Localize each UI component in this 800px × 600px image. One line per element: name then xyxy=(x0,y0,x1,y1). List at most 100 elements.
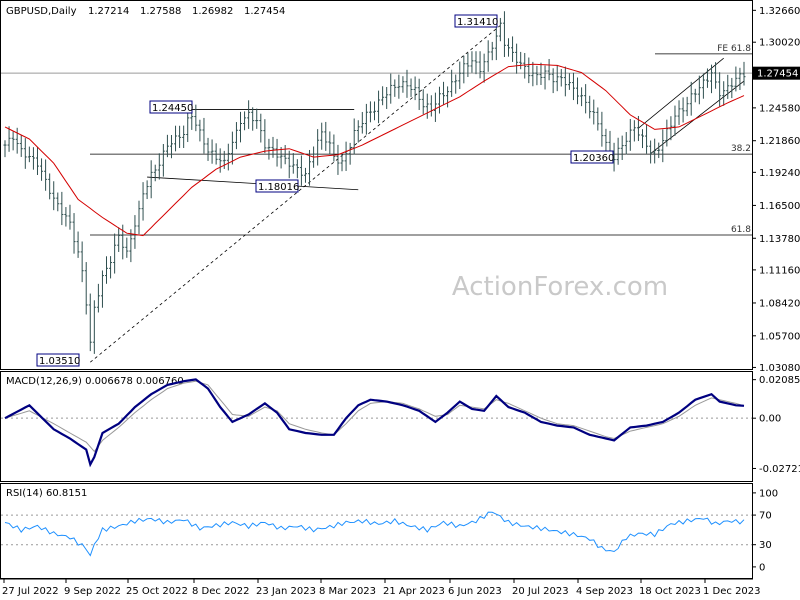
price-bar xyxy=(478,51,482,79)
price-bar xyxy=(44,159,48,191)
price-bar xyxy=(169,135,173,159)
price-bar xyxy=(287,150,291,179)
price-bar xyxy=(348,142,352,165)
macd-panel xyxy=(0,371,753,482)
price-bar xyxy=(604,128,608,153)
price-bar xyxy=(206,137,210,161)
price-bar xyxy=(616,137,620,165)
x-tick-label: 1 Dec 2023 xyxy=(703,586,761,597)
price-bar xyxy=(92,300,96,354)
price-bar xyxy=(543,65,547,90)
price-y-axis: 1.32660 1.30020 1.24580 1.21860 1.19240 1.165… xyxy=(1,6,800,374)
price-ohlc-close: 1.27454 xyxy=(244,6,285,17)
price-bar xyxy=(68,204,72,230)
price-bar xyxy=(718,72,722,107)
price-ohlc-high: 1.27588 xyxy=(140,6,181,17)
price-bar xyxy=(295,159,299,179)
price-y-tick-label: 1.11160 xyxy=(759,265,800,276)
price-bar xyxy=(15,127,19,154)
price-bar xyxy=(437,86,441,114)
price-y-tick-label: 1.32660 xyxy=(759,6,800,17)
price-bar xyxy=(182,125,186,148)
trend-line xyxy=(638,57,724,129)
price-bar xyxy=(381,86,385,106)
macd-y-tick-label: 0.020858 xyxy=(759,375,800,386)
price-bar xyxy=(60,191,64,226)
price-bar xyxy=(640,129,644,149)
price-bars xyxy=(3,11,746,354)
price-bar xyxy=(27,146,31,163)
price-bar xyxy=(239,111,243,143)
current-price-label: 1.27454 xyxy=(753,66,800,80)
price-bar xyxy=(624,132,628,155)
price-bar xyxy=(523,53,527,79)
price-bar xyxy=(401,76,405,93)
price-bar xyxy=(161,143,165,177)
svg-text:1.18016: 1.18016 xyxy=(258,182,299,193)
price-bar xyxy=(653,138,657,164)
trend-line xyxy=(147,176,359,191)
price-bar xyxy=(494,23,498,61)
price-bar xyxy=(360,111,364,134)
svg-text:1.24450: 1.24450 xyxy=(152,103,193,114)
price-y-tick-label: 1.03080 xyxy=(759,363,800,374)
price-bar xyxy=(584,84,588,114)
price-bar xyxy=(80,241,84,283)
price-y-tick-label: 1.08420 xyxy=(759,298,800,309)
price-annotation: 1.31410 xyxy=(454,14,498,28)
rsi-title: RSI(14) 60.8151 xyxy=(6,488,87,499)
price-bar xyxy=(56,192,60,212)
price-bar xyxy=(149,160,153,199)
price-bar xyxy=(40,158,44,181)
price-bar xyxy=(255,108,259,129)
price-bar xyxy=(320,122,324,150)
price-bar xyxy=(397,74,401,99)
price-bar xyxy=(632,120,636,142)
price-bar xyxy=(52,181,56,211)
price-bar xyxy=(283,145,287,165)
macd-y-axis: 0.020858 0.00 -0.027213 xyxy=(1,375,800,475)
svg-text:1.31410: 1.31410 xyxy=(457,17,498,28)
price-bar xyxy=(100,270,104,308)
price-bar xyxy=(661,129,665,163)
svg-text:1.03510: 1.03510 xyxy=(39,356,80,367)
price-bar xyxy=(413,76,417,101)
price-bar xyxy=(677,100,681,125)
price-bar xyxy=(417,78,421,110)
price-bar xyxy=(125,237,129,258)
price-bar xyxy=(96,283,100,313)
price-bar xyxy=(742,61,746,86)
price-bar xyxy=(454,74,458,94)
price-bar xyxy=(567,73,571,90)
price-bar xyxy=(620,135,624,160)
price-bar xyxy=(48,173,52,200)
level-label: 61.8 xyxy=(731,225,751,235)
price-bar xyxy=(734,66,738,92)
price-bar xyxy=(563,66,567,97)
price-bar xyxy=(551,68,555,94)
price-bar xyxy=(23,138,27,169)
rsi-y-tick-label: 0 xyxy=(759,562,765,573)
price-y-tick-label: 1.24580 xyxy=(759,103,800,114)
price-bar xyxy=(535,65,539,86)
price-bar xyxy=(685,96,689,117)
price-bar xyxy=(214,143,218,165)
price-bar xyxy=(681,97,685,123)
x-tick-label: 25 Oct 2022 xyxy=(126,586,188,597)
price-bar xyxy=(547,58,551,81)
price-bar xyxy=(673,105,677,136)
price-bar xyxy=(665,119,669,147)
price-bar xyxy=(210,139,214,164)
price-bar xyxy=(576,77,580,105)
price-bar xyxy=(153,164,157,182)
moving-average-line xyxy=(4,63,745,237)
macd-y-tick-label: -0.027213 xyxy=(759,464,800,475)
watermark: ActionForex.com xyxy=(452,272,668,302)
price-bar xyxy=(393,79,397,97)
price-bar xyxy=(202,117,206,154)
x-tick-label: 23 Jan 2023 xyxy=(256,586,316,597)
price-bar xyxy=(498,17,502,42)
price-bar xyxy=(722,81,726,106)
price-bar xyxy=(129,229,133,263)
